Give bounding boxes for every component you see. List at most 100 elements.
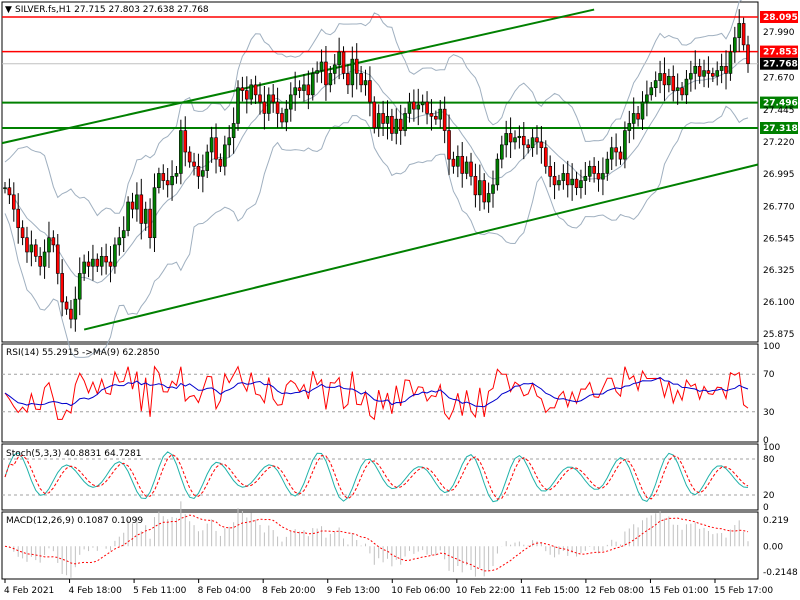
- candle-body: [249, 84, 254, 100]
- candle-body: [464, 161, 469, 174]
- time-tick-label: 10 Feb 06:00: [391, 586, 450, 596]
- candle-body: [113, 244, 117, 267]
- candle-body: [33, 244, 38, 257]
- price-tag-label: 27.768: [763, 60, 798, 70]
- time-tick-label: 4 Feb 18:00: [69, 586, 123, 596]
- price-plot: [1, 0, 759, 358]
- candle-body: [728, 51, 733, 74]
- candle-body: [473, 175, 478, 196]
- candle-body: [689, 73, 693, 80]
- candle-body: [741, 23, 746, 46]
- candle-body: [306, 84, 311, 96]
- rsi-tick-label: 100: [763, 342, 780, 352]
- candle-body: [495, 158, 500, 186]
- time-tick-label: 8 Feb 04:00: [198, 586, 252, 596]
- price-tag-label: 27.496: [763, 99, 798, 109]
- axes: 28.095 27.990 27.853 27.768 27.670 27.49627.4…: [4, 11, 798, 596]
- candle-body: [148, 208, 152, 239]
- candle-body: [205, 151, 210, 171]
- candle-body: [733, 37, 737, 53]
- time-tick-label: 4 Feb 2021: [4, 586, 54, 596]
- candle-body: [302, 84, 306, 91]
- candle-body: [170, 175, 174, 186]
- price-tick-label: 26.770: [763, 202, 795, 212]
- candle-body: [350, 58, 355, 86]
- candle-body: [614, 147, 618, 153]
- candle-body: [482, 180, 487, 203]
- candle-body: [394, 118, 399, 134]
- candle-body: [702, 70, 706, 77]
- candle-body: [631, 113, 636, 124]
- rsi-pane[interactable]: [1, 343, 759, 443]
- rsi-tick-label: 70: [763, 370, 775, 380]
- candle-body: [469, 161, 473, 177]
- price-tag-label: 27.853: [763, 48, 798, 58]
- candle-body: [108, 261, 113, 267]
- candle-body: [385, 115, 390, 124]
- candle-body: [416, 104, 421, 110]
- stoch-tick-label: 100: [763, 443, 780, 453]
- candle-body: [152, 187, 157, 239]
- candle-body: [390, 115, 394, 134]
- candle-body: [135, 194, 139, 210]
- candle-body: [297, 87, 302, 91]
- candle-body: [460, 155, 465, 174]
- macd-signal-line: [4, 514, 749, 572]
- candle-body: [354, 58, 359, 74]
- time-tick-label: 15 Feb 17:00: [714, 586, 773, 596]
- price-tag-box: [760, 96, 798, 109]
- candle-body: [636, 113, 640, 120]
- symbol-ohlc-label: SILVER.fs,H1 27.715 27.803 27.638 27.768: [15, 5, 209, 15]
- price-tick-label: 27.990: [763, 28, 795, 38]
- price-tag-box: [760, 57, 798, 70]
- candle-body: [359, 73, 363, 86]
- candle-body: [425, 101, 429, 114]
- macd-tick-label: 0.00: [763, 542, 783, 552]
- candle-body: [530, 137, 535, 149]
- candle-body: [91, 258, 95, 267]
- macd-tick-label: 0.219: [763, 516, 789, 526]
- candle-body: [596, 173, 601, 180]
- rsi-label: RSI(14) 55.2915 ->MA(9) 62.2850: [6, 348, 160, 358]
- price-tag-box: [760, 122, 798, 134]
- candle-body: [275, 101, 280, 114]
- candle-body: [245, 90, 249, 100]
- candle-body: [609, 147, 614, 160]
- upper-band: [4, 0, 743, 217]
- candle-body: [697, 65, 702, 77]
- symbol-dropdown-icon[interactable]: ▼: [5, 5, 12, 15]
- candle-body: [47, 237, 51, 253]
- time-tick-label: 15 Feb 01:00: [649, 586, 708, 596]
- stoch-pane[interactable]: [1, 443, 759, 511]
- candle-body: [266, 94, 271, 114]
- candle-body: [231, 123, 236, 139]
- channel-lower-line: [83, 163, 759, 331]
- candle-body: [587, 165, 592, 177]
- candle-body: [29, 244, 34, 253]
- candle-body: [117, 237, 122, 246]
- rsi-line: [4, 365, 749, 421]
- candle-body: [240, 87, 245, 91]
- rsi-tick-label: 30: [763, 408, 775, 418]
- candle-body: [504, 133, 508, 146]
- price-tag-label: 27.318: [763, 124, 798, 134]
- candle-body: [341, 51, 346, 74]
- candle-body: [271, 94, 275, 103]
- candle-body: [165, 180, 170, 186]
- candle-body: [680, 87, 684, 96]
- candle-body: [143, 208, 148, 224]
- time-tick-label: 5 Feb 11:00: [133, 586, 187, 596]
- candle-body: [653, 80, 658, 89]
- candle-body: [86, 261, 91, 267]
- candle-body: [179, 130, 183, 174]
- macd-plot: [4, 501, 749, 578]
- candle-body: [258, 94, 262, 103]
- candle-body: [583, 175, 588, 181]
- price-tag-box: [760, 45, 798, 58]
- stoch-tick-label: 0: [763, 503, 769, 513]
- candle-body: [381, 113, 385, 124]
- main-pane[interactable]: [1, 1, 759, 343]
- candle-body: [715, 70, 720, 77]
- candle-body: [645, 94, 649, 103]
